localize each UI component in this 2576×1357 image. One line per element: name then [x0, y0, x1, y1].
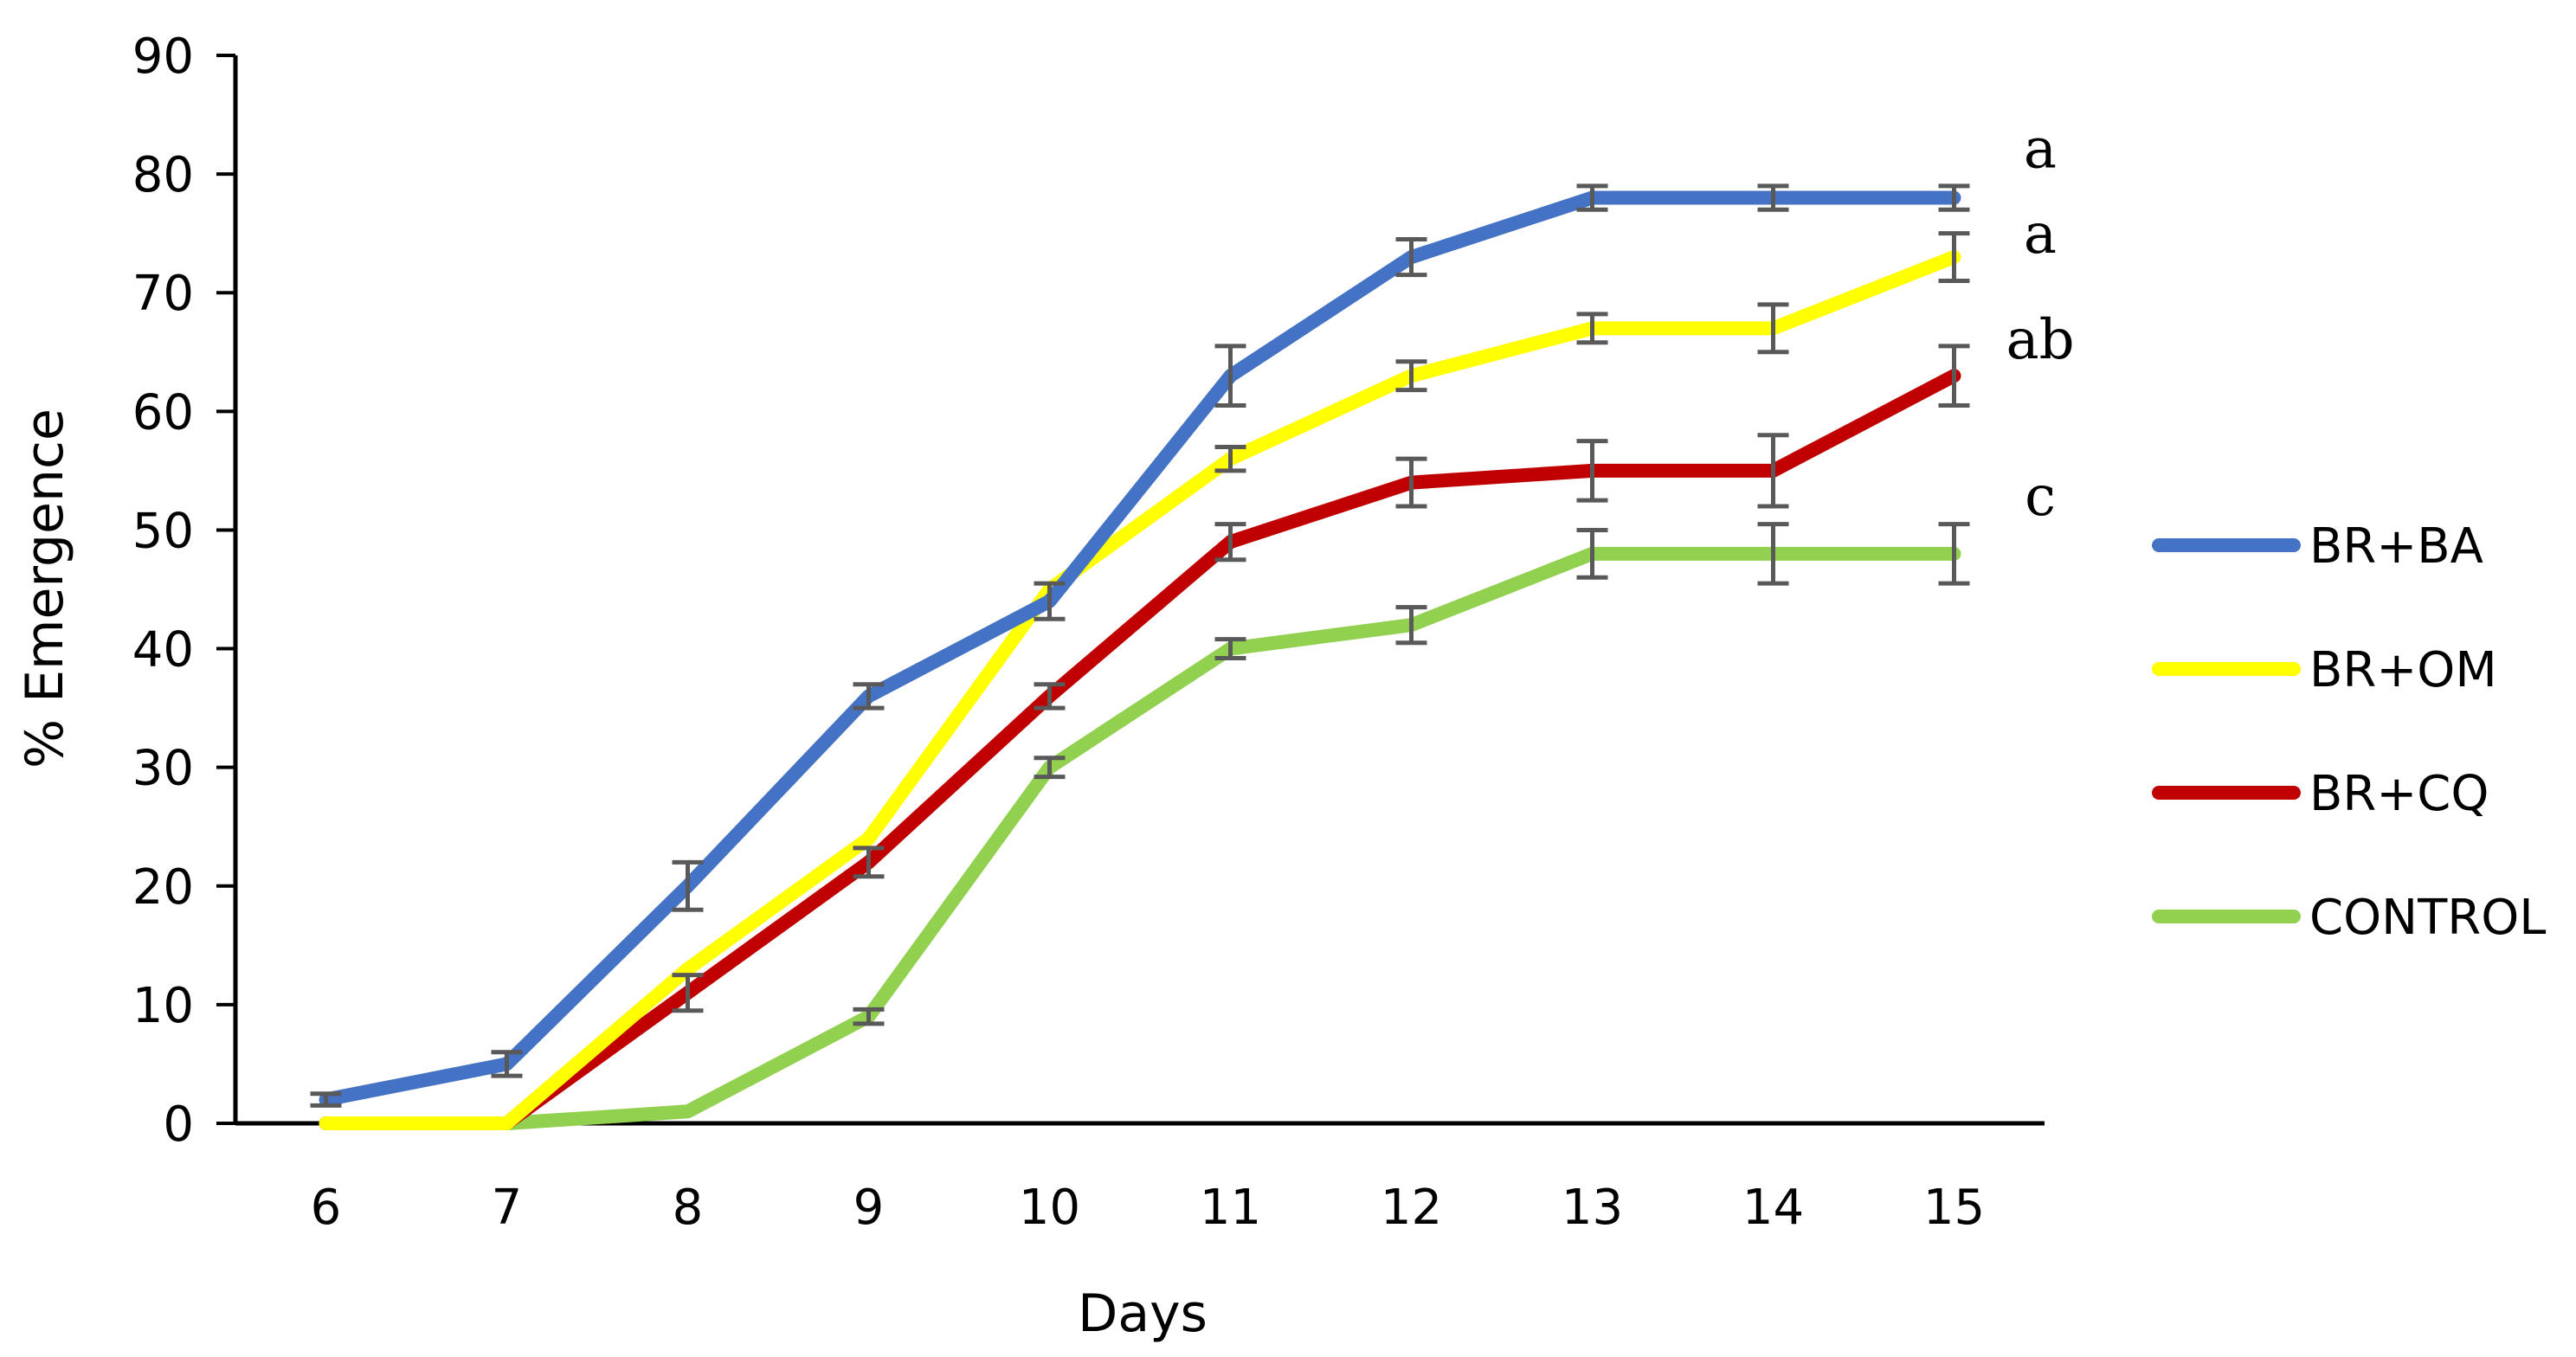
significance-label: a — [2024, 203, 2057, 267]
x-tick-label: 8 — [673, 1180, 704, 1236]
x-tick-label: 11 — [1200, 1180, 1261, 1236]
y-tick-label: 20 — [132, 859, 194, 916]
legend-label: BR+CQ — [2309, 766, 2489, 822]
x-tick-label: 6 — [311, 1180, 342, 1236]
x-tick-label: 7 — [492, 1180, 523, 1236]
x-tick-label: 13 — [1562, 1180, 1623, 1236]
x-tick-label: 15 — [1923, 1180, 1985, 1236]
axes — [233, 55, 2045, 1126]
x-tick-label: 10 — [1019, 1180, 1080, 1236]
significance-label: c — [2025, 465, 2056, 529]
y-tick-label: 30 — [132, 741, 194, 797]
legend-label: BR+OM — [2309, 642, 2497, 698]
y-tick-label: 60 — [132, 384, 194, 441]
significance-label: ab — [2006, 308, 2074, 372]
y-tick-label: 10 — [132, 978, 194, 1034]
x-tick-label: 9 — [853, 1180, 885, 1236]
legend-label: BR+BA — [2309, 518, 2483, 575]
series-line-control — [319, 546, 1961, 1130]
y-tick-label: 0 — [163, 1097, 194, 1153]
x-tick-label: 12 — [1381, 1180, 1442, 1236]
series-line-br-cq — [319, 369, 1961, 1130]
x-axis-title: Days — [1078, 1283, 1208, 1344]
series-line-br-om — [319, 250, 1961, 1130]
y-axis-title: % Emergence — [15, 408, 75, 769]
series-lines — [319, 190, 1961, 1130]
y-tick-label: 90 — [132, 29, 194, 85]
series-line-br-ba — [319, 190, 1961, 1107]
legend-label: CONTROL — [2309, 890, 2546, 946]
y-axis-ticks: 0 10 20 30 40 50 60 70 80 90 — [132, 29, 235, 1153]
error-bars — [310, 183, 1970, 1108]
y-tick-label: 50 — [132, 503, 194, 559]
legend: BR+BA BR+OM BR+CQ CONTROL — [2152, 518, 2546, 946]
x-tick-label: 14 — [1742, 1180, 1804, 1236]
x-axis-ticks: 6 7 8 9 10 11 12 13 14 15 — [311, 1180, 1985, 1236]
significance-labels: aa ab c — [2006, 118, 2074, 529]
y-tick-label: 70 — [132, 266, 194, 322]
y-tick-label: 40 — [132, 622, 194, 678]
y-tick-label: 80 — [132, 147, 194, 203]
significance-label: a — [2024, 118, 2057, 182]
